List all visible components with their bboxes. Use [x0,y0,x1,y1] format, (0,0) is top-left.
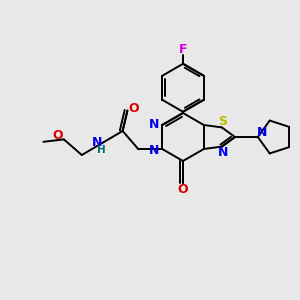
Text: F: F [179,43,187,56]
Text: N: N [149,118,159,130]
Text: N: N [149,143,159,157]
Text: O: O [178,183,188,196]
Text: S: S [218,115,227,128]
Text: N: N [218,146,228,159]
Text: N: N [92,136,102,148]
Text: N: N [256,125,267,139]
Text: O: O [52,129,63,142]
Text: O: O [128,102,139,115]
Text: H: H [97,145,106,155]
